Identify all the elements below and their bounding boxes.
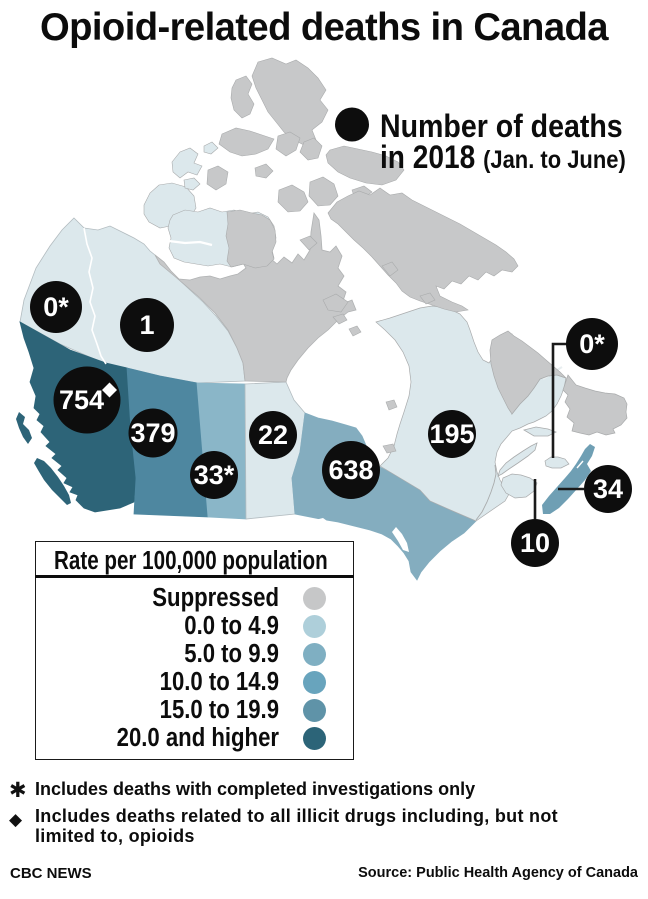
svg-text:0*: 0*: [43, 292, 69, 322]
svg-text:22: 22: [258, 420, 288, 450]
svg-text:638: 638: [328, 455, 373, 485]
svg-text:379: 379: [130, 418, 175, 448]
svg-text:33*: 33*: [194, 460, 235, 490]
svg-text:754: 754: [59, 385, 104, 415]
svg-text:34: 34: [593, 474, 623, 504]
svg-text:0*: 0*: [579, 329, 605, 359]
svg-text:1: 1: [139, 310, 154, 340]
svg-text:195: 195: [429, 419, 474, 449]
svg-text:10: 10: [520, 528, 550, 558]
